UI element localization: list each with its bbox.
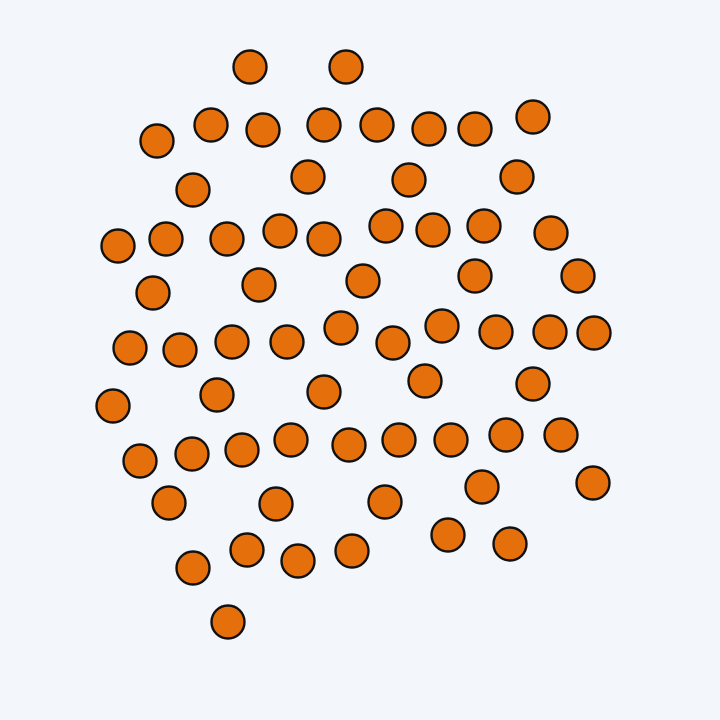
orange-dot	[457, 258, 493, 294]
orange-dot	[464, 469, 500, 505]
orange-dot	[95, 388, 131, 424]
orange-dot	[122, 443, 158, 479]
orange-dot	[575, 465, 611, 501]
orange-dot	[515, 99, 551, 135]
orange-dot	[290, 159, 326, 195]
orange-dot	[466, 208, 502, 244]
orange-dot	[139, 123, 175, 159]
orange-dot	[359, 107, 395, 143]
orange-dot	[269, 324, 305, 360]
orange-dot	[193, 107, 229, 143]
orange-dot	[424, 308, 460, 344]
orange-dot	[148, 221, 184, 257]
orange-dot	[175, 550, 211, 586]
orange-dot	[245, 112, 281, 148]
orange-dot	[241, 267, 277, 303]
orange-dot	[433, 422, 469, 458]
orange-dot	[328, 49, 364, 85]
orange-dot	[430, 517, 466, 553]
orange-dot	[209, 221, 245, 257]
orange-dot	[323, 310, 359, 346]
orange-dot	[229, 532, 265, 568]
orange-dot	[112, 330, 148, 366]
orange-dot	[367, 484, 403, 520]
orange-dot	[174, 436, 210, 472]
orange-dot	[375, 325, 411, 361]
orange-dot	[415, 212, 451, 248]
orange-dot	[543, 417, 579, 453]
orange-dot	[280, 543, 316, 579]
orange-dot	[381, 422, 417, 458]
orange-dot	[162, 332, 198, 368]
orange-dot	[391, 162, 427, 198]
orange-dot	[478, 314, 514, 350]
orange-dot	[210, 604, 246, 640]
orange-dot	[488, 417, 524, 453]
orange-dot	[334, 533, 370, 569]
orange-dot	[533, 215, 569, 251]
orange-dot	[499, 159, 535, 195]
orange-dot	[407, 363, 443, 399]
orange-dot	[306, 107, 342, 143]
orange-dot	[273, 422, 309, 458]
orange-dot	[258, 486, 294, 522]
orange-dot	[345, 263, 381, 299]
orange-dot	[492, 526, 528, 562]
orange-dot	[175, 172, 211, 208]
orange-dot	[199, 377, 235, 413]
orange-dot	[368, 208, 404, 244]
orange-dot	[224, 432, 260, 468]
orange-dot	[135, 275, 171, 311]
orange-dot	[232, 49, 268, 85]
orange-dot	[100, 228, 136, 264]
orange-dot	[331, 427, 367, 463]
orange-dot	[457, 111, 493, 147]
orange-dot	[576, 315, 612, 351]
orange-dot	[515, 366, 551, 402]
orange-dot	[214, 324, 250, 360]
orange-dot	[532, 314, 568, 350]
orange-dot	[306, 221, 342, 257]
orange-dot	[560, 258, 596, 294]
orange-dot	[151, 485, 187, 521]
orange-dot	[306, 374, 342, 410]
orange-dot	[262, 213, 298, 249]
orange-dot	[411, 111, 447, 147]
